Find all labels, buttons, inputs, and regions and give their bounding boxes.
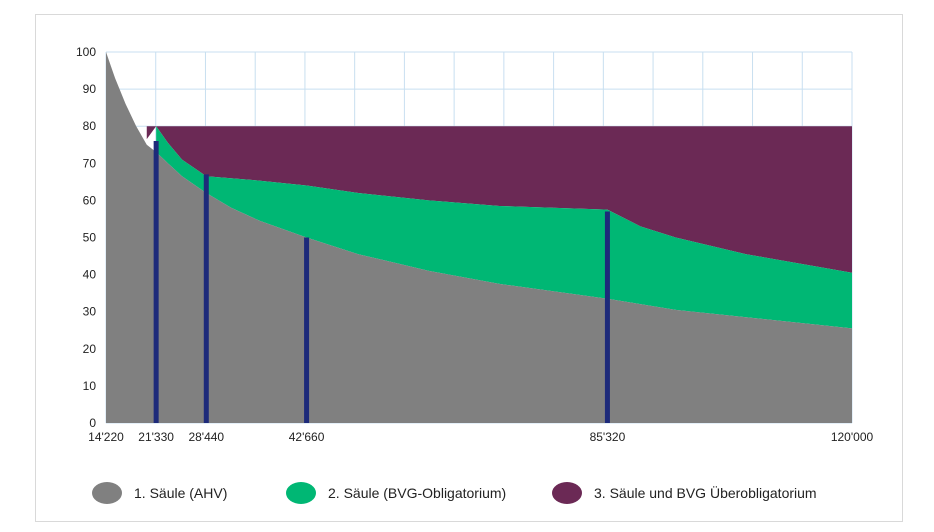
y-tick-label: 0 (89, 416, 96, 430)
area-ahv (106, 52, 852, 423)
y-tick-label: 70 (83, 156, 97, 170)
legend: 1. Säule (AHV) 2. Säule (BVG-Obligatoriu… (0, 475, 934, 511)
legend-item-bvg-obligatorium: 2. Säule (BVG-Obligatorium) (286, 475, 506, 511)
y-tick-label: 90 (83, 82, 97, 96)
chart-areas (106, 52, 853, 423)
y-tick-label: 30 (83, 305, 97, 319)
chart: 0 10 20 30 40 50 60 70 80 90 100 14'220 21'330 28'440… (76, 45, 874, 444)
area-ueberobligatorium (146, 126, 853, 273)
y-tick-label: 20 (83, 342, 97, 356)
y-tick-label: 100 (76, 45, 96, 59)
x-tick-label: 42'660 (289, 430, 325, 444)
x-tick-label: 28'440 (188, 430, 224, 444)
x-tick-label: 21'330 (138, 430, 174, 444)
y-tick-label: 10 (83, 379, 97, 393)
y-tick-label: 60 (83, 193, 97, 207)
x-tick-label: 14'220 (88, 430, 124, 444)
legend-label-ueberobligatorium: 3. Säule und BVG Überobligatorium (594, 485, 817, 501)
chart-marker-lines (153, 141, 610, 423)
y-tick-label: 80 (83, 119, 97, 133)
legend-item-ueberobligatorium: 3. Säule und BVG Überobligatorium (552, 475, 817, 511)
legend-label-bvg-obligatorium: 2. Säule (BVG-Obligatorium) (328, 485, 507, 501)
x-tick-label: 85'320 (590, 430, 626, 444)
legend-label-ahv: 1. Säule (AHV) (134, 485, 228, 501)
y-tick-label: 40 (83, 268, 97, 282)
chart-axes: 0 10 20 30 40 50 60 70 80 90 100 14'220 21'330 28'440… (76, 45, 874, 444)
legend-item-ahv: 1. Säule (AHV) (92, 475, 227, 511)
area-bvg-obligatorium (156, 126, 853, 329)
legend-swatch-ueberobligatorium (552, 482, 582, 504)
x-tick-label: 120'000 (831, 430, 874, 444)
legend-swatch-ahv (92, 482, 122, 504)
y-tick-label: 50 (83, 231, 97, 245)
legend-swatch-bvg-obligatorium (286, 482, 316, 504)
